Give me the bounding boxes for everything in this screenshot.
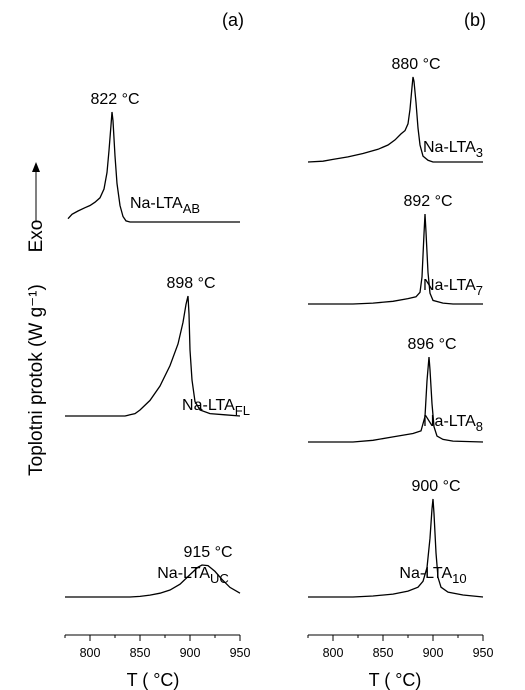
exo-arrowhead-icon xyxy=(32,162,40,172)
series-a-0: 822 °C Na-LTAAB xyxy=(67,91,240,223)
series-label-sub: 8 xyxy=(476,419,483,434)
series-label-sub: UC xyxy=(210,571,229,586)
series-label: Na-LTA8 xyxy=(423,413,483,434)
x-tick-label: 850 xyxy=(130,646,151,660)
series-label: Na-LTAUC xyxy=(157,565,229,586)
panel-a-label: (a) xyxy=(222,10,244,30)
series-line xyxy=(308,356,484,443)
series-b-0: 880 °C Na-LTA3 xyxy=(307,56,483,163)
series-a-2: 915 °C Na-LTAUC xyxy=(65,544,241,598)
x-tick-label: 950 xyxy=(473,646,494,660)
series-label-main: Na-LTA xyxy=(423,413,476,430)
series-line xyxy=(308,213,483,305)
series-b-3: 900 °C Na-LTA10 xyxy=(308,478,484,598)
series-a-1: 898 °C Na-LTAFL xyxy=(65,275,250,418)
series-label: Na-LTAFL xyxy=(182,397,250,418)
panel-a-x-axis-label: T ( °C) xyxy=(127,670,180,690)
x-tick-label: 900 xyxy=(180,646,201,660)
series-label-sub: 7 xyxy=(476,283,483,298)
series-line xyxy=(307,76,483,163)
series-label-sub: FL xyxy=(235,403,250,418)
series-label: Na-LTA10 xyxy=(399,565,466,586)
series-label: Na-LTAAB xyxy=(130,195,200,216)
panel-b-x-axis: 800 850 900 950 xyxy=(307,634,494,660)
peak-label: 898 °C xyxy=(166,275,215,292)
series-label-main: Na-LTA xyxy=(130,195,183,212)
series-b-1: 892 °C Na-LTA7 xyxy=(308,193,483,305)
series-label-main: Na-LTA xyxy=(423,139,476,156)
series-line xyxy=(65,295,241,417)
series-label-sub: 3 xyxy=(476,145,483,160)
x-tick-label: 950 xyxy=(230,646,251,660)
peak-label: 915 °C xyxy=(183,544,232,561)
x-tick-label: 850 xyxy=(373,646,394,660)
series-line xyxy=(67,111,240,223)
series-label: Na-LTA3 xyxy=(423,139,483,160)
exo-label: Exo xyxy=(26,220,47,253)
x-tick-label: 800 xyxy=(323,646,344,660)
series-label-sub: AB xyxy=(183,201,200,216)
series-label-main: Na-LTA xyxy=(157,565,210,582)
peak-label: 896 °C xyxy=(407,336,456,353)
peak-label: 900 °C xyxy=(411,478,460,495)
panel-b-label: (b) xyxy=(464,10,486,30)
x-tick-label: 900 xyxy=(423,646,444,660)
series-b-2: 896 °C Na-LTA8 xyxy=(308,336,484,443)
series-line xyxy=(65,564,241,598)
peak-label: 822 °C xyxy=(90,91,139,108)
series-label-main: Na-LTA xyxy=(423,277,476,294)
y-axis-label: Toplotni protok (W g⁻¹) xyxy=(26,284,47,476)
series-line xyxy=(308,498,484,598)
panel-a-x-axis: 800 850 900 950 xyxy=(64,634,251,660)
panel-b-x-axis-label: T ( °C) xyxy=(369,670,422,690)
peak-label: 880 °C xyxy=(391,56,440,73)
peak-label: 892 °C xyxy=(403,193,452,210)
x-tick-label: 800 xyxy=(80,646,101,660)
series-label-main: Na-LTA xyxy=(182,397,235,414)
series-label-main: Na-LTA xyxy=(399,565,452,582)
series-label-sub: 10 xyxy=(452,571,466,586)
series-label: Na-LTA7 xyxy=(423,277,483,298)
exo-indicator: Exo xyxy=(26,162,47,252)
